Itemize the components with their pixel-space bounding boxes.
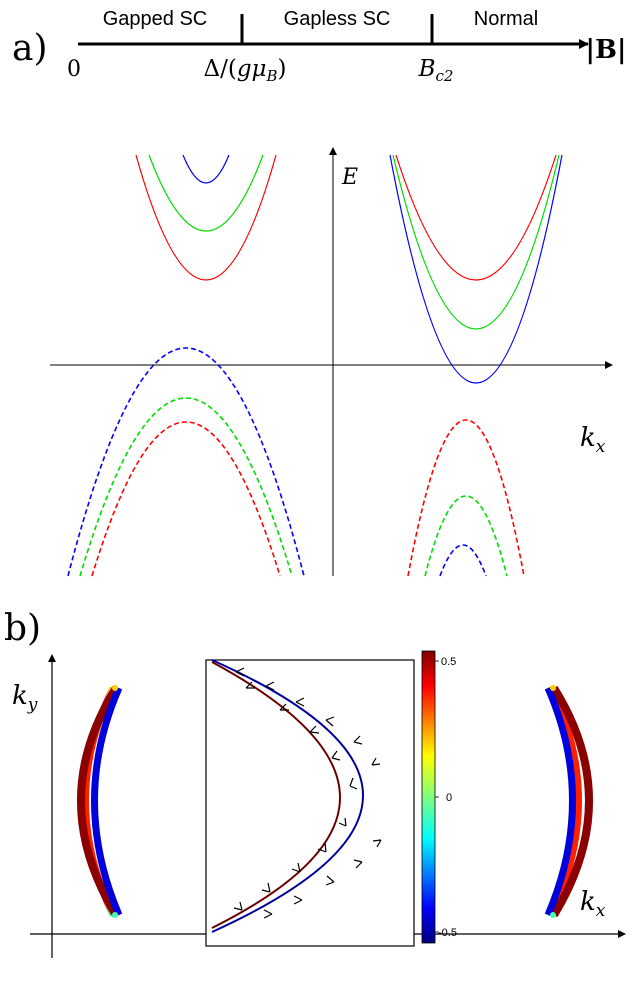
band-left-lower-red: [91, 421, 281, 577]
ky-axis-label: ky: [12, 681, 38, 715]
momentum-axis-label: kx: [580, 423, 606, 457]
band-left-upper-green: [148, 154, 264, 232]
energy-axis-label: E: [341, 165, 358, 190]
band-left-upper-blue: [182, 154, 230, 184]
band-left-lower-green: [79, 397, 293, 577]
colorbar-tick-mid: 0: [446, 792, 452, 804]
region-gapped-sc: Gapped SC: [103, 8, 208, 30]
band-right-upper-green: [392, 154, 560, 330]
colorbar-tick-top: 0.5: [441, 656, 456, 668]
panel-b-label: b): [4, 608, 41, 649]
fermi-arc-left: [77, 685, 123, 918]
band-right-lower-green: [424, 495, 508, 577]
colorbar-tick-bottom: -0.5: [438, 927, 457, 939]
kx-axis-label: kx: [580, 887, 606, 921]
band-right-lower-red: [407, 419, 525, 577]
band-left-lower-blue: [67, 347, 305, 577]
band-right-upper-red: [395, 154, 557, 281]
band-plot: E kx: [50, 147, 613, 577]
band-right-lower-blue: [439, 544, 487, 577]
axis-label-field: |B|: [586, 35, 627, 65]
fermi-arc-right: [544, 685, 593, 918]
tick-label-bc2: Bc2: [418, 56, 454, 85]
region-gapless-sc: Gapless SC: [284, 8, 391, 30]
region-normal: Normal: [474, 8, 538, 30]
inset-colorbar: [421, 650, 436, 944]
band-left-upper-red: [135, 154, 277, 281]
panel-a-label: a): [12, 28, 48, 69]
tick-label-zero: 0: [67, 57, 81, 82]
spin-arrows: [233, 667, 382, 919]
inset-spin-texture: 0.5 0 -0.5: [205, 650, 457, 947]
band-right-upper-blue: [389, 154, 563, 384]
tick-label-gap: Δ/(gμB): [203, 56, 286, 85]
